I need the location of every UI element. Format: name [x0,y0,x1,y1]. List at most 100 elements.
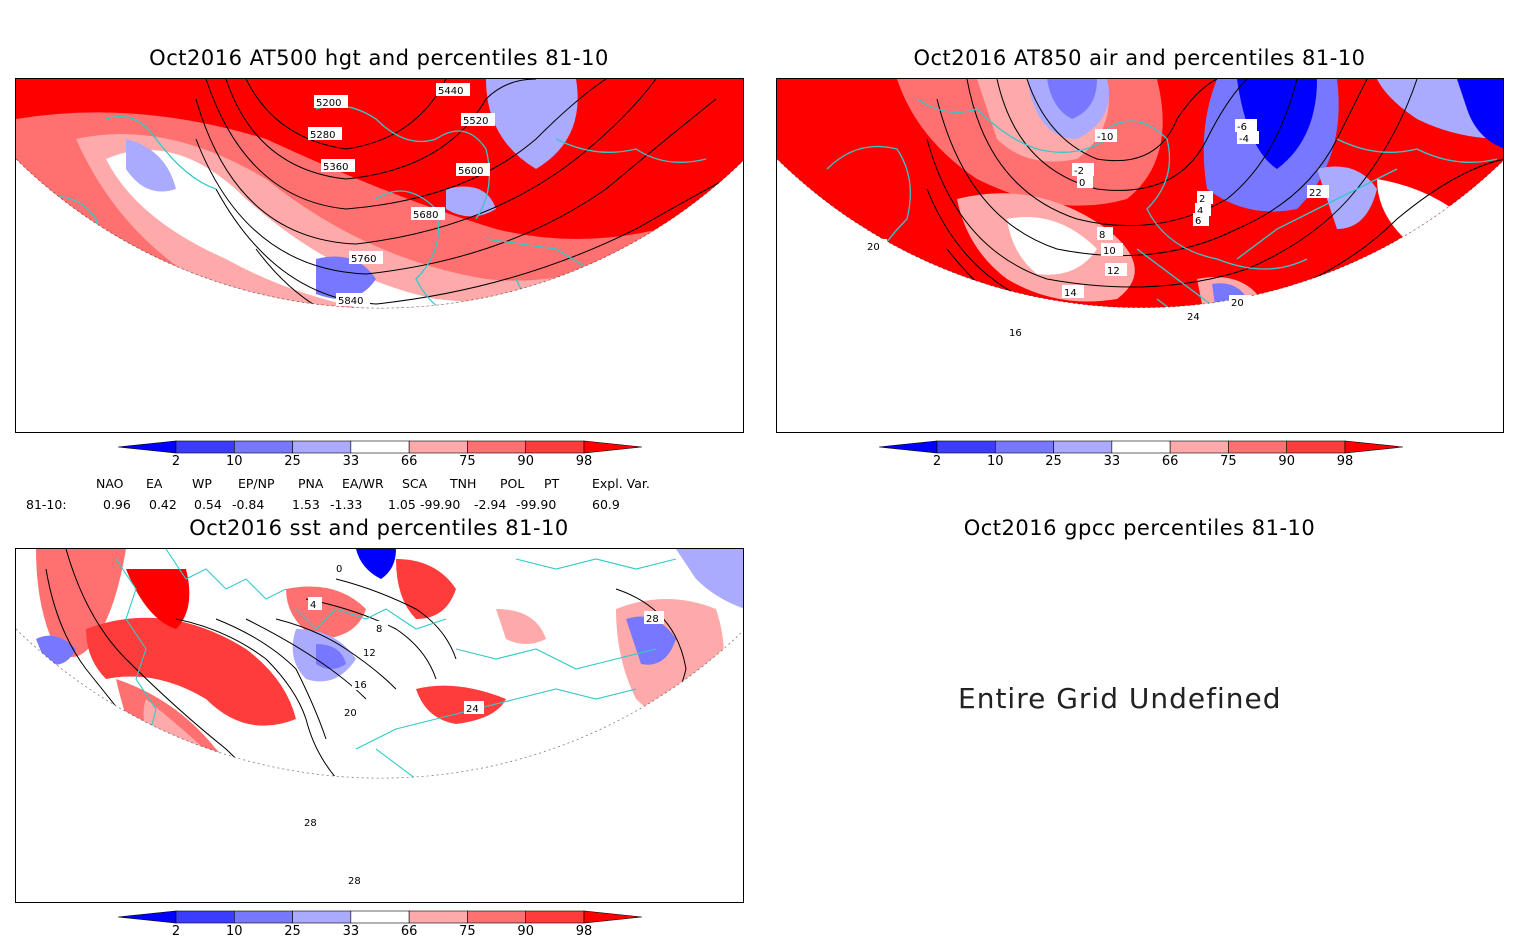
hgt-contour-label: 5520 [461,113,495,127]
colorbar-segment [467,440,527,454]
colorbar-segment [994,440,1054,454]
colorbar-segment [233,440,293,454]
index-header: PNA [298,476,324,491]
colorbar-tick-label: 98 [1336,454,1354,469]
colorbar-tick-label: 10 [226,454,243,469]
svg-text:-10: -10 [1097,132,1113,143]
colorbar-segment [117,910,177,924]
hgt-contour-label: 5280 [308,127,342,141]
svg-text:12: 12 [363,648,376,659]
svg-text:16: 16 [1009,328,1022,339]
svg-text:5440: 5440 [438,86,463,97]
index-value: 1.53 [292,497,320,512]
colorbar-tick-label: 66 [400,924,418,939]
colorbar-tick-label: 2 [171,924,181,939]
index-value: -1.33 [330,497,363,512]
svg-text:8: 8 [376,624,382,635]
colorbar-segment [1111,440,1171,454]
index-value: 60.9 [592,497,620,512]
hgt-map: 5200 5280 5360 5440 5520 5600 5680 5760 … [16,79,743,309]
air-colorbar: 2 10 25 33 66 75 90 98 [878,439,1404,471]
colorbar-segment [175,910,235,924]
colorbar-tick-label: 10 [226,924,243,939]
colorbar-segment [1053,440,1113,454]
colorbar-segment [1344,440,1404,454]
svg-text:0: 0 [1079,178,1085,189]
colorbar-tick-label: 98 [575,454,593,469]
colorbar-segment [350,910,410,924]
svg-text:22: 22 [1309,188,1322,199]
svg-text:6: 6 [1195,216,1201,227]
colorbar-segment [408,440,468,454]
svg-text:5600: 5600 [458,166,483,177]
index-header: POL [500,476,525,491]
colorbar-tick-label: 75 [459,924,476,939]
air-contour-label: 14 [1062,285,1084,299]
air-contour-label: 22 [1307,185,1329,199]
svg-text:5360: 5360 [323,162,348,173]
index-header: Expl. Var. [592,476,650,491]
air-panel-title: Oct2016 AT850 air and percentiles 81-10 [913,46,1366,70]
colorbar-segment [936,440,996,454]
colorbar-tick-label: 33 [342,454,360,469]
hgt-contour-label: 5440 [436,83,470,97]
air-contour-label: 20 [865,239,887,253]
index-value: -99.90 [420,497,461,512]
air-contour-label: 8 [1097,227,1113,241]
colorbar-segment [1286,440,1346,454]
air-contour-label: 10 [1101,243,1123,257]
index-header: TNH [450,476,477,491]
index-header: WP [192,476,212,491]
colorbar-segment [117,440,177,454]
colorbar-tick-label: 2 [171,454,181,469]
svg-text:5520: 5520 [463,116,488,127]
hgt-contour-label: 5680 [411,207,445,221]
colorbar-segment [467,910,527,924]
colorbar-tick-label: 2 [932,454,942,469]
air-contour-label: 12 [1105,263,1127,277]
svg-text:20: 20 [344,708,357,719]
sst-contour-label: 24 [464,701,484,715]
air-map: -10 -6 -4 -2 0 2 4 6 8 10 12 14 16 20 20… [777,79,1503,339]
index-value: 1.05 [388,497,416,512]
hgt-panel-title: Oct2016 AT500 hgt and percentiles 81-10 [149,46,609,70]
air-contour-label: 20 [1229,295,1251,309]
index-header: NAO [96,476,124,491]
colorbar-tick-label: 90 [517,454,534,469]
colorbar-segment [1228,440,1288,454]
air-contour-label: -2 [1072,163,1094,177]
svg-text:0: 0 [336,564,342,575]
colorbar-tick-label: 66 [1161,454,1179,469]
colorbar-tick-label: 33 [342,924,360,939]
colorbar-segment [408,910,468,924]
colorbar-tick-label: 10 [987,454,1004,469]
svg-text:8: 8 [1099,230,1105,241]
svg-text:5200: 5200 [316,98,341,109]
colorbar-tick-label: 75 [1220,454,1237,469]
svg-text:28: 28 [646,614,659,625]
svg-text:14: 14 [1064,288,1077,299]
index-row-label: 81-10: [26,497,67,512]
colorbar-segment [175,440,235,454]
air-contour-label: 4 [1195,203,1211,217]
sst-contour-label: 12 [361,645,381,659]
svg-text:5280: 5280 [310,130,335,141]
index-header: EA/WR [342,476,384,491]
svg-text:5760: 5760 [351,254,376,265]
colorbar-tick-label: 90 [1278,454,1295,469]
colorbar-tick-label: 25 [284,924,301,939]
svg-text:4: 4 [310,600,316,611]
index-value: 0.96 [103,497,131,512]
svg-text:20: 20 [867,242,880,253]
hgt-colorbar: 2 10 25 33 66 75 90 98 [117,439,643,471]
sst-contour-label: 28 [302,815,322,829]
hgt-contour-label: 5600 [456,163,490,177]
index-value: 0.42 [149,497,177,512]
svg-text:24: 24 [1187,312,1200,323]
svg-text:10: 10 [1103,246,1116,257]
colorbar-segment [292,440,352,454]
colorbar-segment [525,910,585,924]
svg-text:4: 4 [1197,206,1203,217]
colorbar-tick-label: 90 [517,924,534,939]
svg-text:24: 24 [466,704,479,715]
